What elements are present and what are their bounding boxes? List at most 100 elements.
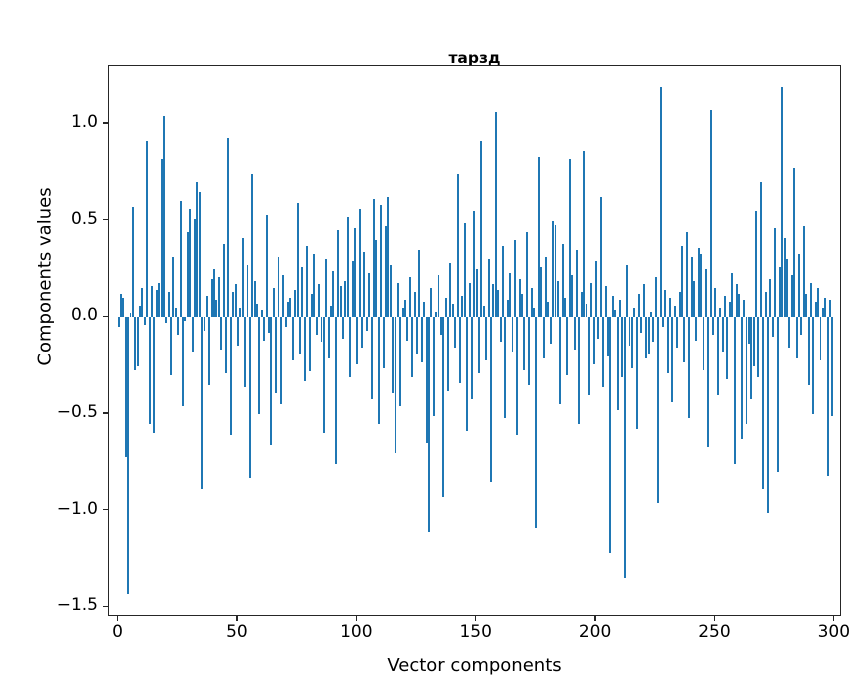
bar (451, 303, 454, 318)
bar (373, 199, 375, 318)
x-tick-mark (236, 616, 238, 621)
bar (743, 299, 746, 318)
bar (229, 317, 232, 436)
bar (363, 251, 366, 318)
bar (449, 263, 452, 318)
bar (299, 317, 301, 355)
bar (809, 282, 812, 318)
bar (678, 292, 681, 318)
bar (146, 141, 149, 318)
x-tick-label: 200 (578, 622, 612, 642)
bar (394, 317, 397, 453)
bar (549, 317, 552, 345)
bar (652, 317, 655, 343)
bar (537, 156, 540, 318)
bar (253, 280, 256, 318)
bar (592, 317, 595, 364)
bar (470, 317, 473, 399)
bar (614, 309, 617, 318)
bar (821, 307, 824, 318)
x-tick-label: 50 (226, 622, 248, 642)
bar (728, 301, 731, 318)
bar (776, 317, 779, 472)
bar (258, 317, 261, 414)
bar (170, 317, 173, 376)
bar (501, 245, 504, 318)
bar (504, 317, 507, 418)
bar (547, 301, 550, 318)
bar (420, 317, 423, 362)
bar (189, 209, 192, 318)
bar (533, 307, 535, 318)
bar (645, 317, 648, 358)
bar (499, 317, 502, 343)
bar (430, 288, 433, 318)
bar (117, 317, 120, 327)
bar (196, 182, 199, 318)
bar (210, 278, 213, 318)
bar (590, 282, 593, 318)
bar (633, 307, 636, 318)
bar (384, 226, 387, 318)
bar (162, 116, 165, 318)
y-tick-label: −1.5 (56, 595, 98, 616)
bar (356, 317, 359, 364)
bar (554, 224, 557, 318)
bar (284, 317, 287, 327)
bar (201, 317, 204, 490)
bar (798, 253, 800, 318)
bar (664, 290, 667, 318)
bar (461, 296, 464, 318)
bar (251, 174, 254, 318)
bar (709, 110, 712, 318)
bar (203, 317, 206, 331)
bar (127, 317, 130, 594)
bar (361, 317, 364, 349)
bar (282, 274, 285, 318)
bar (719, 307, 722, 318)
bar (814, 301, 817, 318)
bar (786, 259, 789, 318)
bar (272, 288, 275, 318)
bar (213, 269, 216, 318)
bar (812, 317, 815, 414)
bar (824, 298, 827, 318)
y-tick-mark (103, 219, 108, 221)
bar (182, 317, 184, 407)
bar (771, 317, 774, 337)
bar (578, 317, 581, 424)
bar (669, 298, 672, 318)
bar (296, 203, 299, 318)
bar (248, 317, 251, 478)
bar (413, 292, 416, 318)
bar (463, 222, 466, 318)
y-tick-label: 0.0 (70, 305, 98, 326)
bar (530, 288, 533, 318)
bar (611, 296, 614, 318)
bar (234, 284, 237, 318)
bar (542, 317, 545, 358)
bar (358, 209, 361, 318)
bar (141, 288, 144, 318)
bar (256, 303, 258, 318)
bar (640, 317, 643, 333)
bar (353, 228, 356, 318)
bar (604, 286, 607, 318)
bar (783, 238, 786, 318)
bar (473, 211, 476, 318)
bar (492, 284, 495, 318)
bar (337, 230, 340, 318)
bar (716, 317, 719, 395)
bar (657, 317, 660, 503)
bar (289, 298, 292, 318)
bar (793, 168, 796, 318)
bar (143, 317, 146, 326)
bar (327, 317, 330, 358)
plot-axes (108, 65, 841, 616)
bar (439, 317, 442, 335)
bar (688, 317, 691, 418)
bar (769, 278, 772, 318)
bar (566, 317, 569, 376)
bar (540, 267, 543, 318)
bar (561, 243, 564, 318)
